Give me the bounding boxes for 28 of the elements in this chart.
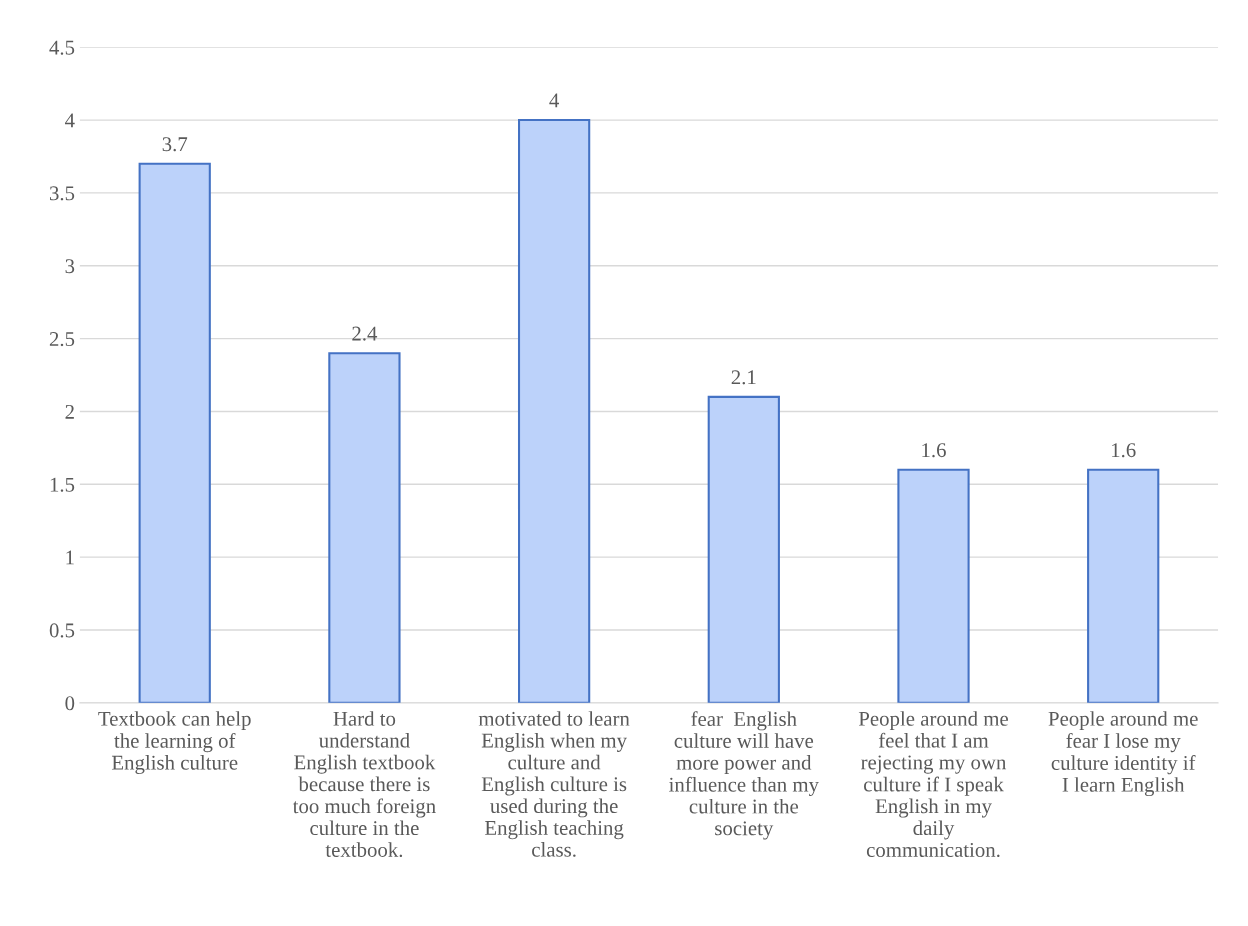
data-label: 1.6 bbox=[1112, 443, 1136, 458]
x-tick-label: People around me feel that I am rejecting my own culture if I speak English in my daily communication. bbox=[858, 711, 1008, 858]
bar bbox=[517, 119, 591, 703]
x-tick-label: People around me fear I lose my culture identity if I learn English bbox=[1048, 711, 1198, 797]
y-tick-label: 1.5 bbox=[50, 477, 75, 492]
x-tick-label: Hard to understand English textbook because there is too much foreign culture in the textbook. bbox=[292, 711, 436, 857]
bar bbox=[897, 468, 970, 703]
y-tick-label: 2 bbox=[65, 404, 74, 419]
x-tick-label: motivated to learn English when my culture and English culture is used during the English teaching class. bbox=[478, 711, 630, 857]
y-tick-label: 3 bbox=[65, 259, 75, 274]
x-tick-label: Textbook can help the learning of English culture bbox=[98, 711, 251, 774]
x-tick-label: fear English culture will have more power and influence than my culture in the society bbox=[669, 711, 819, 840]
y-tick-label: 2.5 bbox=[49, 332, 75, 347]
y-tick-label: 0.5 bbox=[49, 623, 75, 638]
y-tick-label: 0 bbox=[65, 696, 75, 711]
data-label: 2.1 bbox=[731, 370, 756, 385]
data-label: 3.7 bbox=[162, 137, 188, 152]
data-label: 4 bbox=[549, 93, 559, 108]
data-label: 2.4 bbox=[352, 326, 378, 341]
y-tick-label: 4.5 bbox=[49, 40, 75, 55]
bar bbox=[1087, 468, 1160, 703]
bar bbox=[707, 395, 780, 703]
data-label: 1.6 bbox=[922, 443, 946, 458]
bar bbox=[138, 162, 211, 703]
bar bbox=[328, 352, 401, 703]
y-tick-label: 3.5 bbox=[49, 186, 75, 201]
y-tick-label: 4 bbox=[65, 113, 75, 128]
y-tick-label: 1 bbox=[66, 550, 74, 565]
